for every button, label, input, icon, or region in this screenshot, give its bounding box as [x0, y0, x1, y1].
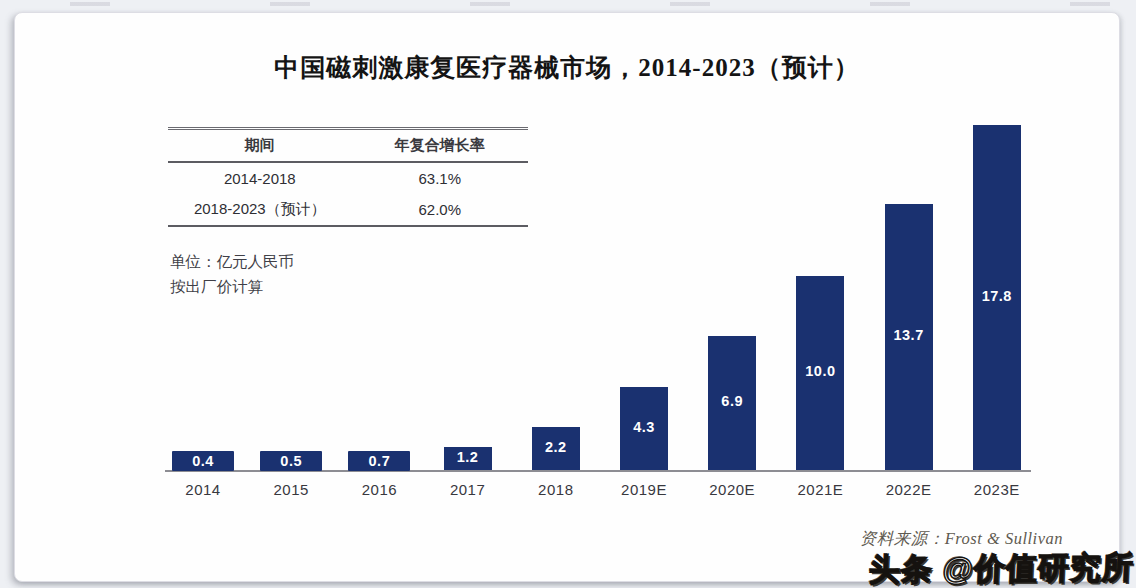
- bar-value-label: 0.4: [172, 451, 234, 471]
- bar-value-label: 1.2: [444, 449, 492, 465]
- watermark-toutiao: 头条 @价值研究所: [868, 547, 1135, 588]
- source-note: 资料来源：Frost & Sullivan: [715, 528, 1063, 550]
- x-axis-label-2016: 2016: [335, 481, 423, 498]
- x-axis-label-2020E: 2020E: [688, 481, 776, 498]
- bar-value-label: 2.2: [532, 439, 580, 455]
- x-axis-label-2015: 2015: [247, 481, 335, 498]
- chart-card: 中国磁刺激康复医疗器械市场，2014-2023（预计） 期间 年复合增长率 20…: [14, 12, 1120, 582]
- x-axis-label-2019E: 2019E: [600, 481, 688, 498]
- x-axis-label-2021E: 2021E: [776, 481, 864, 498]
- bar-value-label: 6.9: [708, 393, 756, 409]
- x-axis-label-2022E: 2022E: [865, 481, 953, 498]
- x-axis-label-2014: 2014: [159, 481, 247, 498]
- bar-value-label: 10.0: [796, 363, 844, 379]
- x-axis-label-2017: 2017: [424, 481, 512, 498]
- x-axis-label-2023E: 2023E: [953, 481, 1041, 498]
- bar-value-label: 17.8: [973, 288, 1021, 304]
- bar-value-label: 0.5: [260, 451, 322, 471]
- bar-value-label: 13.7: [885, 327, 933, 343]
- top-edge-artifacts: [0, 2, 1136, 6]
- bar-value-label: 0.7: [348, 451, 410, 471]
- x-axis-label-2018: 2018: [512, 481, 600, 498]
- page: 中国磁刺激康复医疗器械市场，2014-2023（预计） 期间 年复合增长率 20…: [0, 0, 1136, 588]
- bar-value-label: 4.3: [620, 419, 668, 435]
- bar-chart-plot: 0.4 2014 0.5 2015 0.7 2016 1.2 2017 2.2 2018 4.3 20…: [15, 13, 1119, 581]
